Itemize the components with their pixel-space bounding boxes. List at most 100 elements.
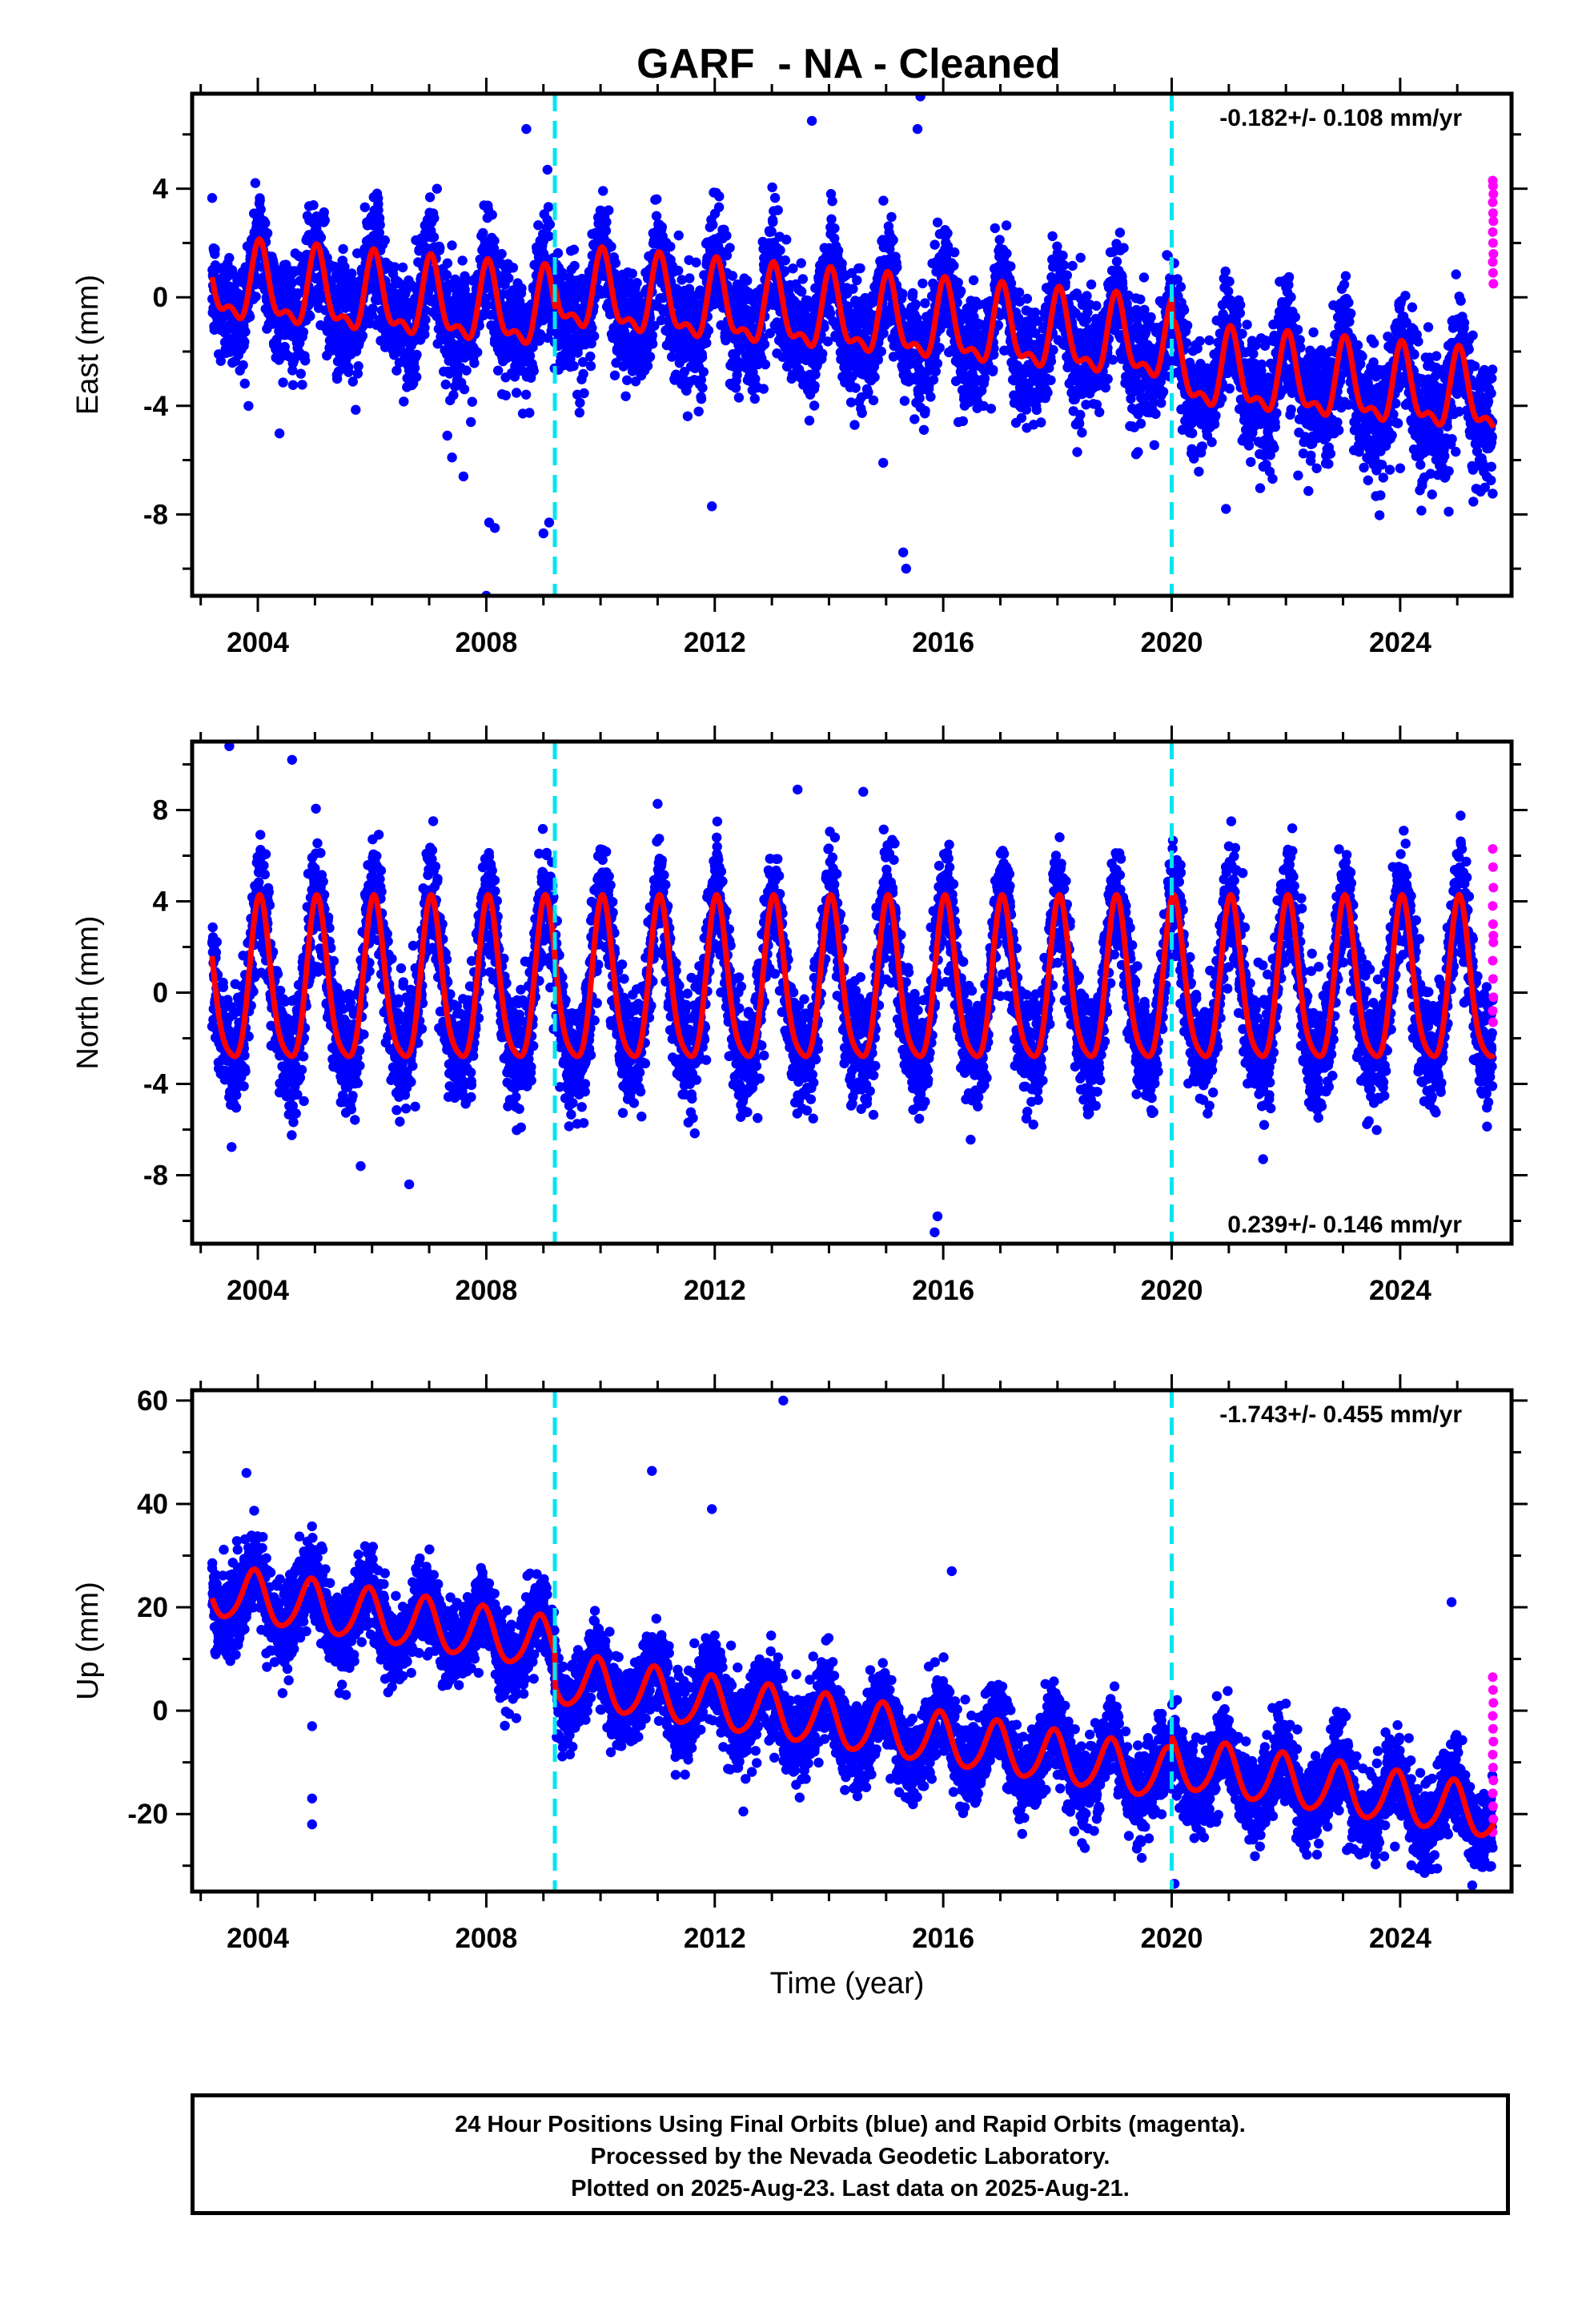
data-point [652, 194, 662, 204]
data-point [606, 241, 616, 252]
data-point [656, 222, 667, 232]
data-point [897, 288, 908, 300]
chart-title: GARF - NA - Cleaned [636, 41, 1061, 87]
data-point [1058, 250, 1068, 261]
data-point [1091, 300, 1102, 312]
data-point [651, 211, 662, 221]
data-point [240, 327, 251, 337]
data-point [516, 283, 527, 294]
data-point [930, 239, 940, 250]
data-point [210, 244, 220, 255]
data-point [352, 248, 363, 259]
data-point [429, 213, 440, 223]
data-point [1062, 270, 1073, 280]
data-point [701, 338, 712, 348]
data-point [489, 235, 500, 246]
data-point [920, 298, 930, 308]
data-point [767, 182, 777, 193]
data-point [459, 384, 470, 395]
data-point [294, 251, 304, 262]
data-point [797, 274, 808, 284]
data-point [1077, 428, 1087, 438]
data-point [908, 287, 918, 299]
data-point [298, 327, 309, 337]
data-point [251, 292, 261, 302]
data-point [315, 232, 327, 243]
data-point [1075, 252, 1086, 263]
data-point [1048, 344, 1058, 356]
data-point [409, 363, 420, 373]
data-point [524, 408, 535, 418]
data-point [481, 301, 492, 312]
data-point [750, 373, 761, 384]
data-point [544, 231, 554, 242]
data-point [1067, 260, 1078, 271]
data-point [447, 240, 457, 251]
data-point [239, 378, 250, 389]
data-point [693, 406, 704, 416]
data-point [725, 243, 735, 253]
data-point [373, 205, 383, 215]
data-point [460, 271, 470, 281]
data-point [297, 380, 307, 390]
data-point [899, 396, 910, 406]
data-point [478, 227, 488, 239]
data-point [809, 380, 820, 391]
data-point [990, 223, 1001, 234]
data-point [287, 380, 299, 390]
data-point [543, 202, 554, 212]
data-point [697, 383, 708, 393]
data-point [837, 258, 847, 269]
data-point [1072, 447, 1082, 457]
data-point [1036, 417, 1046, 428]
data-point [848, 283, 858, 294]
data-point [942, 228, 953, 239]
data-point [397, 262, 408, 273]
data-point [262, 228, 273, 239]
data-point [698, 367, 709, 377]
data-point [1046, 375, 1056, 385]
data-point [852, 275, 862, 286]
data-point [250, 178, 261, 188]
data-point [926, 392, 936, 402]
data-point [827, 196, 837, 207]
data-point [352, 368, 363, 379]
data-point [432, 183, 442, 194]
data-point [412, 349, 422, 360]
data-point [876, 346, 887, 357]
data-point [287, 365, 298, 376]
data-point [448, 390, 459, 400]
data-point [758, 384, 769, 394]
data-point [1042, 388, 1053, 398]
data-point [1132, 320, 1142, 331]
data-point [442, 258, 453, 268]
data-point [1046, 356, 1057, 367]
data-point [238, 360, 248, 371]
data-point [487, 210, 497, 220]
data-point [319, 207, 329, 218]
data-point [685, 273, 695, 283]
data-point [496, 248, 507, 259]
data-point [533, 220, 544, 231]
data-point [542, 164, 552, 175]
data-point [300, 356, 311, 366]
data-point [610, 258, 621, 268]
data-point [389, 262, 400, 272]
data-point [1118, 243, 1129, 253]
data-point [295, 368, 306, 379]
data-point [375, 219, 385, 231]
data-point [886, 211, 897, 223]
data-point [781, 235, 792, 245]
data-point [305, 311, 315, 322]
data-point [696, 394, 707, 404]
data-point [239, 336, 250, 348]
data-point [780, 255, 790, 266]
data-point [1016, 412, 1027, 424]
data-point [347, 268, 357, 279]
data-point [600, 226, 612, 236]
data-point [466, 416, 476, 428]
data-point [797, 287, 807, 297]
data-point [467, 396, 477, 407]
